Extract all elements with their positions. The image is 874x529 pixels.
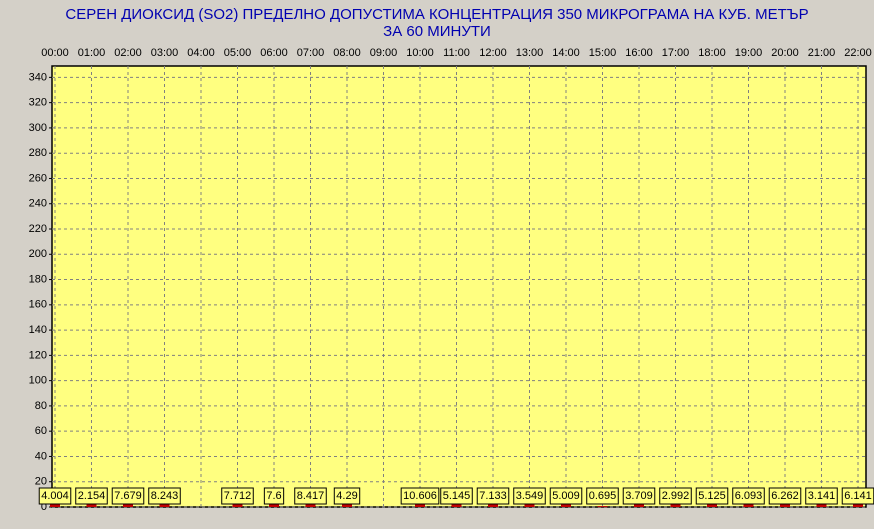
y-tick-label: 180 — [29, 273, 47, 285]
y-tick-label: 60 — [35, 425, 47, 437]
y-tick-label: 300 — [29, 122, 47, 134]
x-tick-label: 13:00 — [516, 47, 544, 59]
data-label-box — [586, 487, 619, 505]
x-tick-label: 04:00 — [187, 47, 215, 59]
data-label-box — [75, 487, 108, 505]
data-label-box — [476, 487, 510, 505]
data-label-box — [659, 487, 692, 505]
data-label-box — [263, 487, 285, 505]
data-label: 6.093 — [735, 490, 763, 502]
x-tick-label: 02:00 — [114, 47, 142, 59]
data-label: 10.606 — [403, 490, 437, 502]
x-tick-label: 09:00 — [370, 47, 398, 59]
data-label: 0.695 — [589, 490, 617, 502]
x-tick-label: 22:00 — [844, 47, 872, 59]
data-label: 7.133 — [479, 490, 507, 502]
y-tick-label: 160 — [29, 299, 47, 311]
y-tick-label: 20 — [35, 476, 47, 488]
y-tick-label: 0 — [41, 501, 47, 513]
data-label: 5.125 — [698, 490, 726, 502]
data-label: 5.145 — [443, 490, 471, 502]
y-tick-label: 100 — [29, 375, 47, 387]
data-label: 6.262 — [771, 490, 799, 502]
y-tick-label: 80 — [35, 400, 47, 412]
data-label-box — [400, 487, 440, 505]
data-label: 3.549 — [516, 490, 544, 502]
data-label: 7.679 — [114, 490, 142, 502]
data-label: 3.141 — [808, 490, 836, 502]
data-label-box — [549, 487, 583, 505]
y-tick-label: 220 — [29, 223, 47, 235]
data-label: 2.992 — [662, 490, 690, 502]
data-label: 2.154 — [78, 490, 106, 502]
bar — [524, 502, 535, 507]
x-tick-label: 18:00 — [698, 47, 726, 59]
y-tick-label: 280 — [29, 147, 47, 159]
chart-title: СЕРЕН ДИОКСИД (SO2) ПРЕДЕЛНО ДОПУСТИМА К… — [65, 6, 808, 23]
x-tick-label: 06:00 — [260, 47, 288, 59]
data-label: 6.141 — [844, 490, 872, 502]
bar — [86, 504, 97, 507]
y-tick-label: 200 — [29, 248, 47, 260]
data-label-box — [148, 487, 181, 505]
bar — [816, 503, 827, 507]
x-tick-label: 20:00 — [771, 47, 799, 59]
data-label: 7.712 — [224, 490, 252, 502]
bar — [634, 502, 644, 507]
data-label-box — [333, 487, 361, 505]
data-label-box — [695, 487, 729, 505]
x-tick-label: 21:00 — [808, 47, 836, 59]
data-label: 4.29 — [336, 490, 357, 502]
y-tick-label: 140 — [29, 324, 47, 336]
x-tick-label: 12:00 — [479, 47, 507, 59]
data-label-box — [732, 487, 765, 505]
data-label-box — [294, 487, 327, 505]
plot-area — [51, 65, 867, 508]
data-label-box — [221, 487, 254, 505]
data-label-box — [440, 487, 473, 505]
x-tick-label: 01:00 — [78, 47, 106, 59]
y-tick-label: 120 — [29, 349, 47, 361]
x-tick-label: 05:00 — [224, 47, 252, 59]
x-tick-label: 07:00 — [297, 47, 325, 59]
data-label: 5.009 — [552, 490, 580, 502]
x-tick-label: 15:00 — [589, 47, 617, 59]
y-tick-label: 40 — [35, 450, 47, 462]
chart-subtitle: ЗА 60 МИНУТИ — [383, 23, 491, 40]
x-tick-label: 16:00 — [625, 47, 653, 59]
x-tick-label: 00:00 — [41, 47, 69, 59]
x-tick-label: 19:00 — [735, 47, 763, 59]
data-label-box — [513, 487, 546, 505]
y-tick-label: 320 — [29, 97, 47, 109]
data-label-box — [111, 487, 145, 505]
data-label: 4.004 — [41, 490, 69, 502]
bar — [670, 503, 681, 507]
data-label-box — [38, 487, 72, 505]
data-label: 3.709 — [625, 490, 653, 502]
x-tick-label: 14:00 — [552, 47, 580, 59]
x-tick-label: 10:00 — [406, 47, 434, 59]
x-tick-label: 11:00 — [443, 47, 470, 59]
data-label: 7.6 — [266, 490, 281, 502]
x-tick-label: 03:00 — [151, 47, 179, 59]
data-label: 8.243 — [151, 490, 179, 502]
bar — [597, 506, 608, 508]
y-tick-label: 260 — [29, 172, 47, 184]
data-label: 8.417 — [297, 490, 325, 502]
data-label-box — [768, 487, 802, 505]
data-label-box — [622, 487, 656, 505]
x-tick-label: 17:00 — [662, 47, 690, 59]
y-tick-label: 240 — [29, 198, 47, 210]
y-tick-label: 340 — [29, 71, 47, 83]
x-tick-label: 08:00 — [333, 47, 361, 59]
data-label-box — [805, 487, 838, 505]
